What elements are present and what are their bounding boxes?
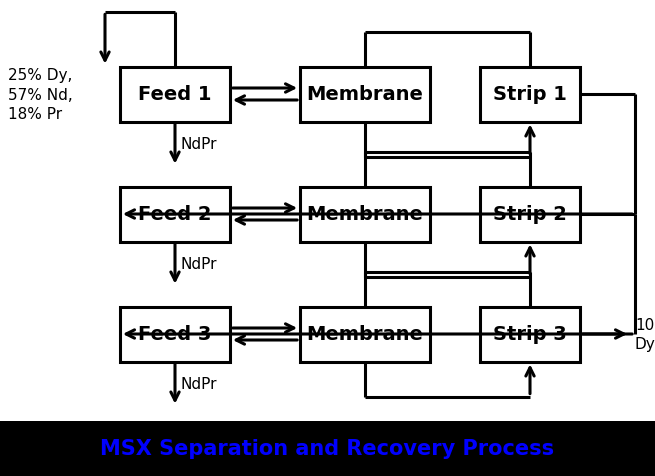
Bar — [480, 307, 580, 362]
Text: NdPr: NdPr — [180, 376, 217, 391]
Text: Strip 3: Strip 3 — [493, 325, 567, 344]
Text: 25% Dy,
57% Nd,
18% Pr: 25% Dy, 57% Nd, 18% Pr — [8, 68, 73, 122]
Text: MSX Separation and Recovery Process: MSX Separation and Recovery Process — [100, 438, 555, 458]
Text: Membrane: Membrane — [307, 85, 423, 104]
Bar — [480, 68, 580, 122]
Bar — [120, 68, 230, 122]
Bar — [300, 68, 430, 122]
Text: NdPr: NdPr — [180, 137, 217, 152]
Text: 100%
Dy: 100% Dy — [635, 317, 655, 352]
Text: Feed 3: Feed 3 — [138, 325, 212, 344]
Text: Strip 1: Strip 1 — [493, 85, 567, 104]
Text: NdPr: NdPr — [180, 257, 217, 271]
Bar — [480, 187, 580, 242]
Text: Feed 1: Feed 1 — [138, 85, 212, 104]
Bar — [0, 421, 655, 476]
Text: Membrane: Membrane — [307, 325, 423, 344]
Bar — [120, 307, 230, 362]
Text: Strip 2: Strip 2 — [493, 205, 567, 224]
Bar — [300, 187, 430, 242]
Text: Membrane: Membrane — [307, 205, 423, 224]
Bar — [120, 187, 230, 242]
Text: Feed 2: Feed 2 — [138, 205, 212, 224]
Bar — [300, 307, 430, 362]
